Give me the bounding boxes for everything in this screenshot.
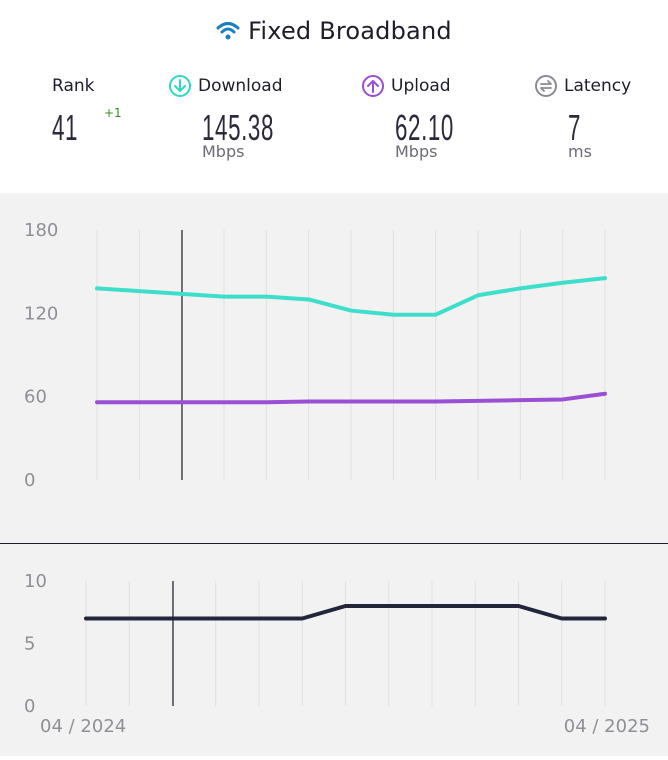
download-value: 145.38 xyxy=(202,107,274,148)
chart-divider xyxy=(0,543,668,544)
latency-icon xyxy=(535,75,557,97)
download-label: Download xyxy=(198,76,283,96)
rank-label: Rank xyxy=(52,76,95,96)
download-unit: Mbps xyxy=(202,142,245,161)
header: Fixed Broadband xyxy=(0,12,668,50)
y-tick-label: 10 xyxy=(24,571,47,592)
series-line-download xyxy=(95,276,607,317)
latency-label: Latency xyxy=(564,76,632,96)
upload-label: Upload xyxy=(391,76,451,96)
latency-value: 7 xyxy=(568,107,582,148)
stats-row: Rank 41 +1 Download 145.38 Mbps Upload 6… xyxy=(0,74,668,192)
stat-rank: Rank 41 +1 xyxy=(52,74,122,148)
series-line-upload xyxy=(95,391,607,405)
y-tick-label: 120 xyxy=(24,303,58,324)
wifi-icon xyxy=(216,22,240,40)
y-tick-label: 180 xyxy=(24,220,58,241)
download-icon xyxy=(169,75,191,97)
rank-value: 41 xyxy=(52,107,79,148)
speed-chart[interactable]: 0 60 120 180 xyxy=(0,193,668,543)
speed-chart-panel[interactable]: 0 60 120 180 xyxy=(0,193,668,543)
series-line-latency xyxy=(84,604,607,621)
page-title: Fixed Broadband xyxy=(248,17,452,45)
y-tick-label: 5 xyxy=(24,634,35,655)
x-axis-start-label: 04 / 2024 xyxy=(40,716,126,737)
rank-delta-badge: +1 xyxy=(104,106,122,120)
upload-value: 62.10 xyxy=(395,107,454,148)
x-axis-end-label: 04 / 2025 xyxy=(564,716,650,737)
upload-icon xyxy=(362,75,384,97)
y-tick-label: 0 xyxy=(24,470,35,491)
latency-chart[interactable]: 0 5 10 04 / 2024 04 / 2025 xyxy=(0,544,668,756)
stat-latency[interactable]: Latency 7 ms xyxy=(534,74,631,161)
y-tick-label: 0 xyxy=(24,696,35,717)
upload-unit: Mbps xyxy=(395,142,438,161)
latency-unit: ms xyxy=(568,142,592,161)
latency-chart-panel[interactable]: 0 5 10 04 / 2024 04 / 2025 xyxy=(0,544,668,756)
stat-upload[interactable]: Upload 62.10 Mbps xyxy=(361,74,490,161)
y-tick-label: 60 xyxy=(24,387,47,408)
stat-download[interactable]: Download 145.38 Mbps xyxy=(168,74,318,161)
